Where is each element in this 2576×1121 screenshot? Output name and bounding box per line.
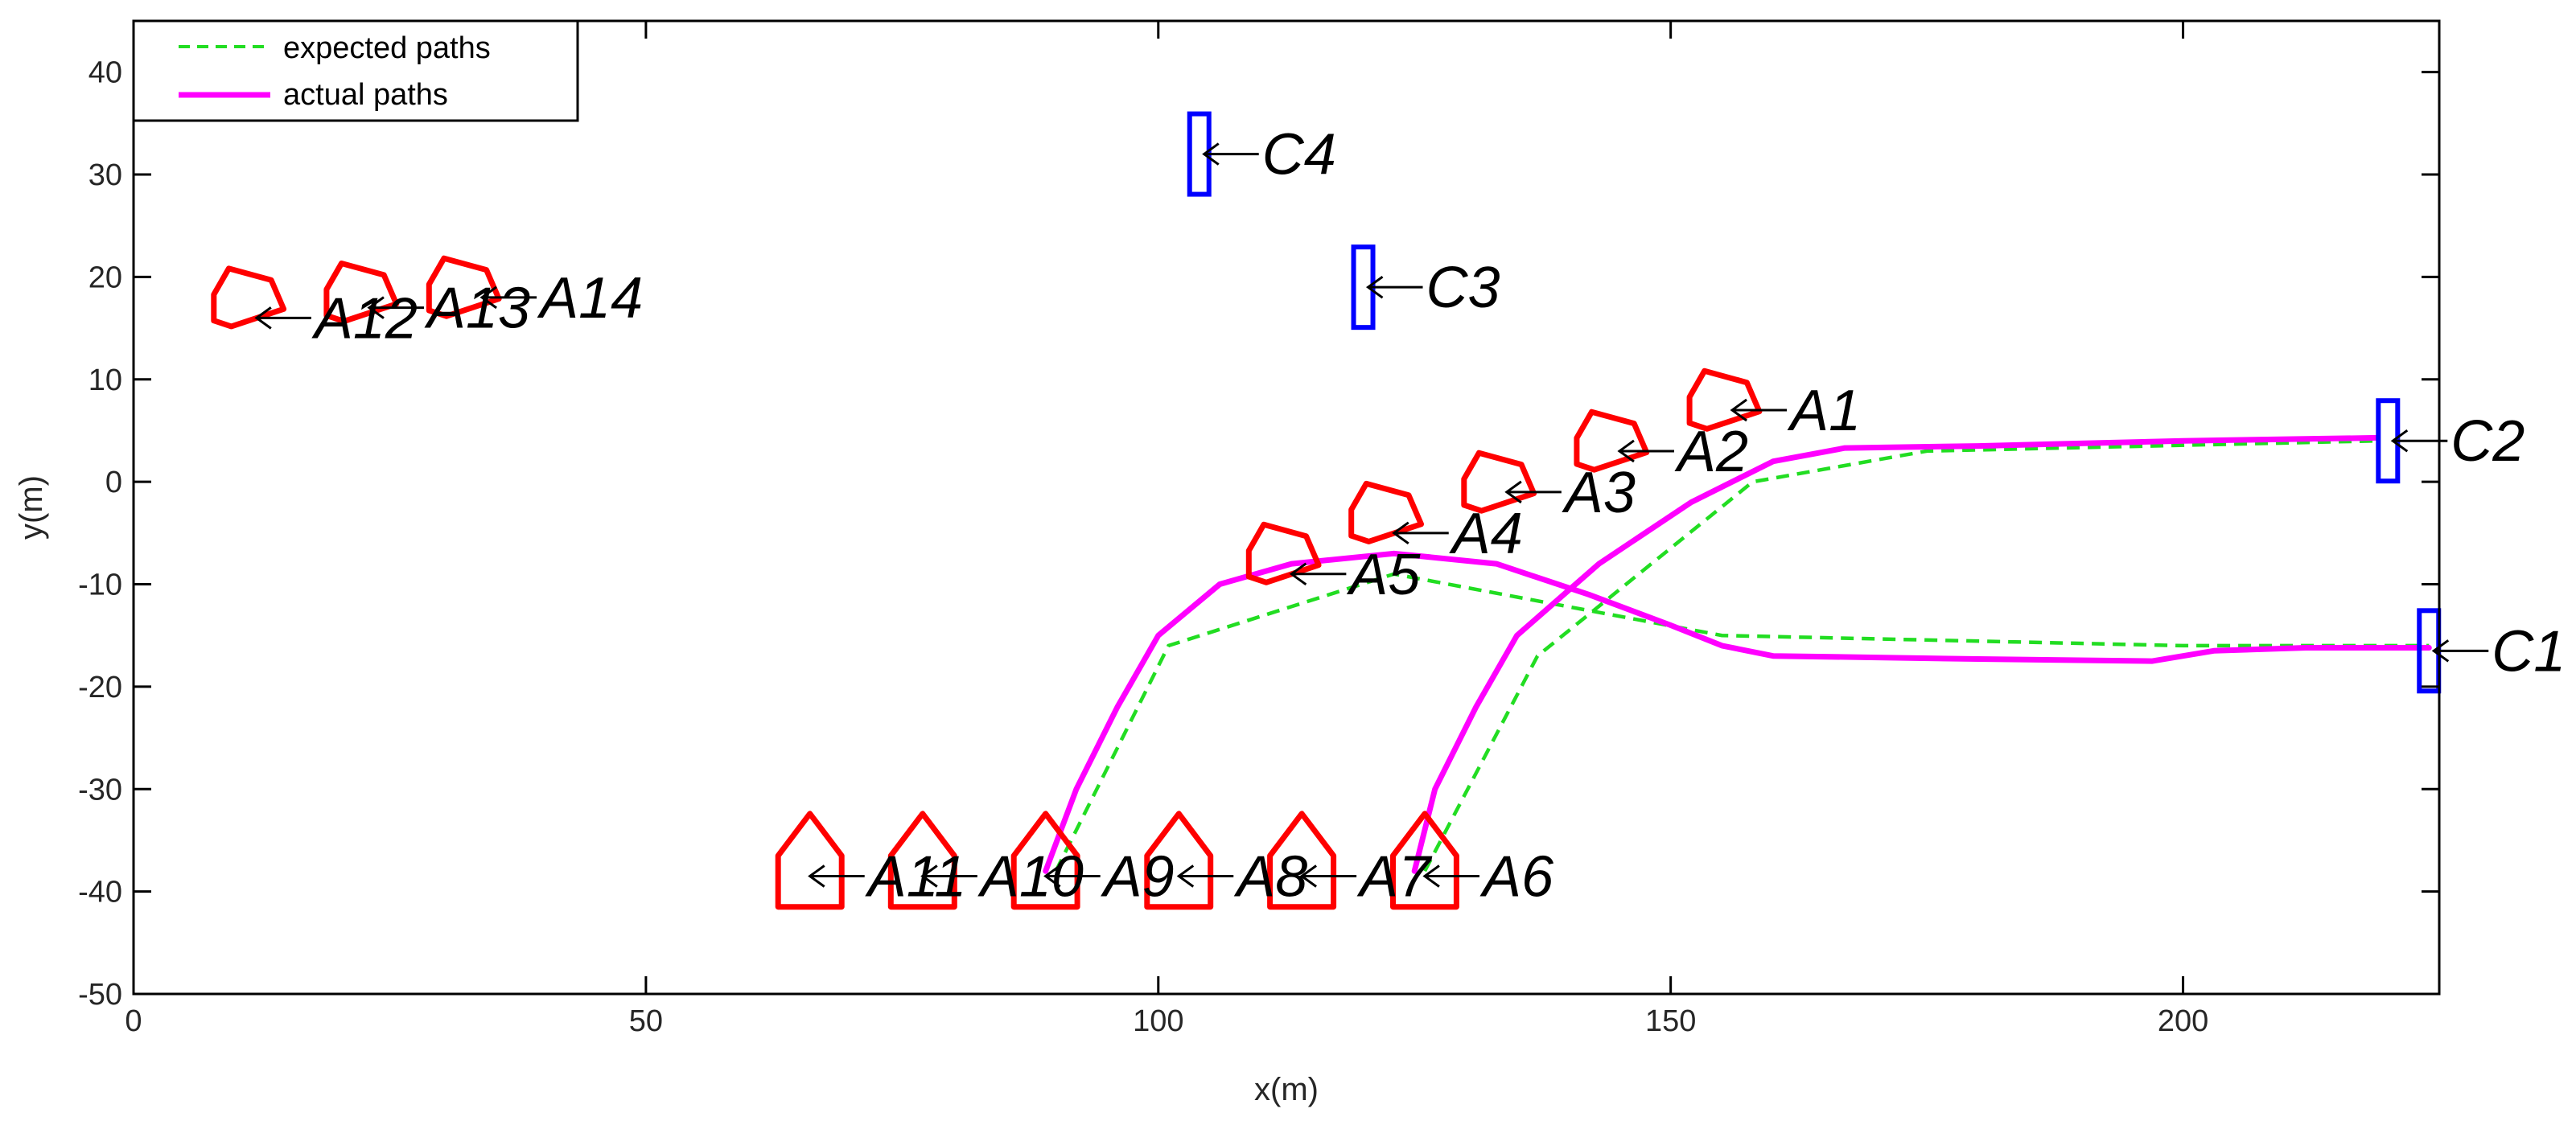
annotation-arrowhead [254,306,272,330]
y-tick-label: 30 [88,158,122,192]
agent-marker [1686,368,1763,432]
actual-path [1411,434,2381,874]
agent-marker [323,261,400,324]
axes-box [132,19,2441,996]
annotation-label: A12 [311,286,418,351]
y-tick-label: 0 [105,466,122,499]
x-tick-label: 150 [1645,1004,1696,1038]
annotation-label: A7 [1356,845,1433,910]
annotation-arrowhead [1617,439,1635,463]
annotation-arrowhead [1504,480,1522,504]
annotation-arrowhead [2390,429,2409,453]
agent-marker [1144,811,1214,910]
agent-marker [1348,480,1424,544]
annotation-label: A6 [1479,845,1554,910]
ticks-layer: 0 50 100 150 200 -50 -40 -30 -20 -10 0 10 20 30 40 [78,21,2439,1038]
annotation-arrowhead [479,285,497,310]
y-tick-label: 40 [88,56,122,90]
agent-marker [211,265,287,330]
y-tick-label: 20 [88,261,122,294]
legend-box [132,19,579,122]
annotation-label: C1 [2492,619,2566,684]
agent-marker [426,255,502,319]
annotation-label: A8 [1233,845,1307,910]
annotation-label: A10 [977,845,1084,910]
annotation-arrowhead [2431,639,2450,663]
actual-path [1043,550,2432,874]
legend-label-actual: actual paths [283,78,448,112]
agents-layer [211,255,1763,910]
y-tick-label: -40 [78,876,122,910]
agent-marker [1010,811,1080,910]
annotation-arrowhead [1299,864,1317,888]
annotation-arrowhead [1392,521,1409,545]
legend-label-expected: expected paths [283,31,491,65]
annotation-arrowhead [1289,562,1307,586]
agent-marker [1245,521,1322,585]
x-tick-label: 50 [629,1004,663,1038]
annotation-arrowhead [1730,398,1747,422]
x-tick-label: 0 [125,1004,142,1038]
y-tick-label: -10 [78,569,122,602]
annotation-label: C2 [2450,409,2525,474]
annotation-arrowhead [367,296,385,319]
annotation-label: A9 [1101,845,1175,910]
agent-marker [887,811,957,910]
x-tick-label: 200 [2158,1004,2208,1038]
annotation-label: C4 [1262,123,1336,187]
annotation-label: A3 [1562,461,1636,525]
y-tick-label: -30 [78,773,122,807]
expected-path [1054,572,2430,873]
annotation-label: A4 [1449,502,1523,566]
annotation-arrowhead [920,864,938,888]
agent-marker [1390,811,1459,910]
annotation-label: A11 [865,845,967,910]
annotation-arrowhead [1202,142,1220,166]
annotation-label: C3 [1426,256,1500,320]
y-tick-label: -50 [78,978,122,1012]
y-tick-label: -20 [78,671,122,704]
legend: expected paths actual paths [132,19,579,122]
annotation-label: A5 [1346,543,1421,607]
annotation-label: A2 [1674,420,1748,484]
annotation-arrowhead [808,864,825,888]
annotation-arrowhead [1422,864,1440,888]
agent-marker [1574,409,1650,473]
annotation-arrowhead [1365,275,1384,299]
x-axis-label: x(m) [1254,1072,1319,1107]
x-tick-label: 100 [1133,1004,1183,1038]
annotation-label: A1 [1787,379,1861,443]
annotation-arrowhead [1043,864,1061,888]
expected-paths-layer [1054,438,2430,873]
agent-marker [1267,811,1337,910]
annotation-arrowhead [1176,864,1195,888]
actual-paths-layer [1043,434,2432,874]
annotation-label: A14 [537,266,643,331]
agent-marker [1461,450,1537,514]
expected-path [1423,438,2378,873]
y-tick-label: 10 [88,363,122,397]
y-axis-label: y(m) [14,475,49,540]
annotation-label: A13 [424,277,530,341]
agent-marker [775,811,845,910]
